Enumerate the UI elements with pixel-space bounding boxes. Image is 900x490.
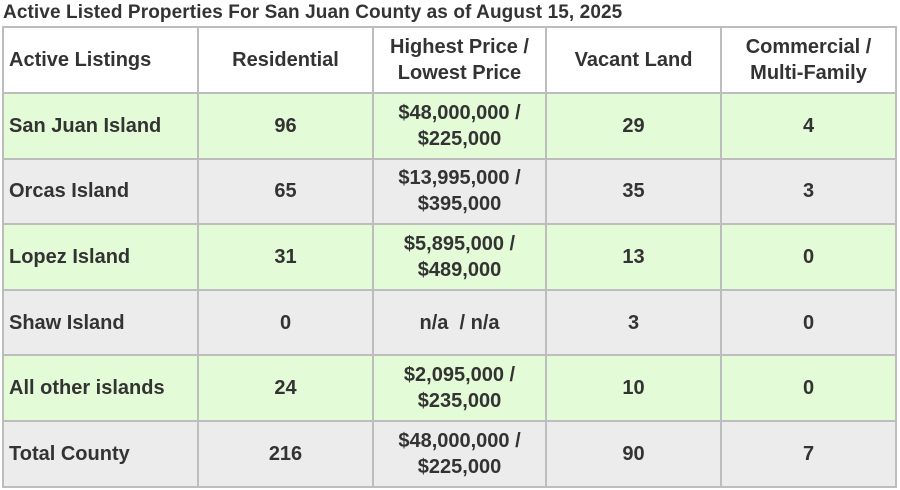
row-residential: 65 — [199, 159, 374, 226]
row-vacant: 35 — [547, 159, 722, 226]
row-price-high: $48,000,000 / — [398, 429, 521, 452]
row-price-low: $225,000 — [417, 127, 502, 150]
header-residential: Residential — [199, 28, 374, 94]
row-commercial: 3 — [722, 159, 897, 226]
header-commercial-line2: Multi-Family — [750, 62, 867, 84]
table-row: Lopez Island 31 $5,895,000 / $489,000 13… — [4, 225, 897, 291]
row-name: Shaw Island — [4, 290, 199, 357]
table-row: Total County 216 $48,000,000 / $225,000 … — [4, 421, 897, 488]
row-name: San Juan Island — [4, 94, 199, 160]
row-vacant: 13 — [547, 225, 722, 291]
row-price-high: $13,995,000 / — [398, 167, 521, 190]
header-vacant-land: Vacant Land — [547, 28, 722, 94]
table-row: Orcas Island 65 $13,995,000 / $395,000 3… — [4, 159, 897, 226]
row-price-high: $5,895,000 / — [403, 232, 516, 255]
table-row: Shaw Island 0 n/a / n/a 3 0 — [4, 290, 897, 357]
row-name: Total County — [4, 421, 199, 488]
row-name: Orcas Island — [4, 159, 199, 226]
header-commercial: Commercial / Multi-Family — [722, 28, 897, 94]
listings-table: Active Listings Residential Highest Pric… — [2, 26, 897, 488]
row-commercial: 0 — [722, 290, 897, 357]
row-vacant: 3 — [547, 290, 722, 357]
row-price: $5,895,000 / $489,000 — [374, 225, 547, 291]
row-commercial: 7 — [722, 421, 897, 488]
row-price-high: $48,000,000 / — [398, 101, 521, 124]
header-active-listings: Active Listings — [4, 28, 199, 94]
page-title: Active Listed Properties For San Juan Co… — [3, 2, 623, 23]
row-price: $13,995,000 / $395,000 — [374, 159, 547, 226]
row-residential: 31 — [199, 225, 374, 291]
row-price: $48,000,000 / $225,000 — [374, 94, 547, 160]
header-price-line2: Lowest Price — [397, 62, 522, 84]
table-row: San Juan Island 96 $48,000,000 / $225,00… — [4, 94, 897, 160]
row-vacant: 10 — [547, 356, 722, 422]
row-price-low: $235,000 — [417, 390, 502, 413]
row-price: n/a / n/a — [374, 290, 547, 357]
row-name: Lopez Island — [4, 225, 199, 291]
row-commercial: 0 — [722, 225, 897, 291]
header-row: Active Listings Residential Highest Pric… — [4, 28, 897, 94]
row-price-high: n/a / n/a — [419, 311, 500, 334]
row-residential: 216 — [199, 421, 374, 488]
table-row: All other islands 24 $2,095,000 / $235,0… — [4, 356, 897, 422]
row-name: All other islands — [4, 356, 199, 422]
row-residential: 0 — [199, 290, 374, 357]
row-price: $48,000,000 / $225,000 — [374, 421, 547, 488]
row-vacant: 29 — [547, 94, 722, 160]
header-price: Highest Price / Lowest Price — [374, 28, 547, 94]
row-commercial: 0 — [722, 356, 897, 422]
row-price-low: $395,000 — [417, 193, 502, 216]
row-vacant: 90 — [547, 421, 722, 488]
row-residential: 24 — [199, 356, 374, 422]
row-price: $2,095,000 / $235,000 — [374, 356, 547, 422]
header-price-line1: Highest Price / — [390, 36, 529, 58]
row-price-low: $489,000 — [417, 258, 502, 281]
row-residential: 96 — [199, 94, 374, 160]
row-price-low: $225,000 — [417, 455, 502, 478]
row-price-high: $2,095,000 / — [403, 364, 516, 387]
row-commercial: 4 — [722, 94, 897, 160]
header-commercial-line1: Commercial / — [745, 36, 872, 58]
